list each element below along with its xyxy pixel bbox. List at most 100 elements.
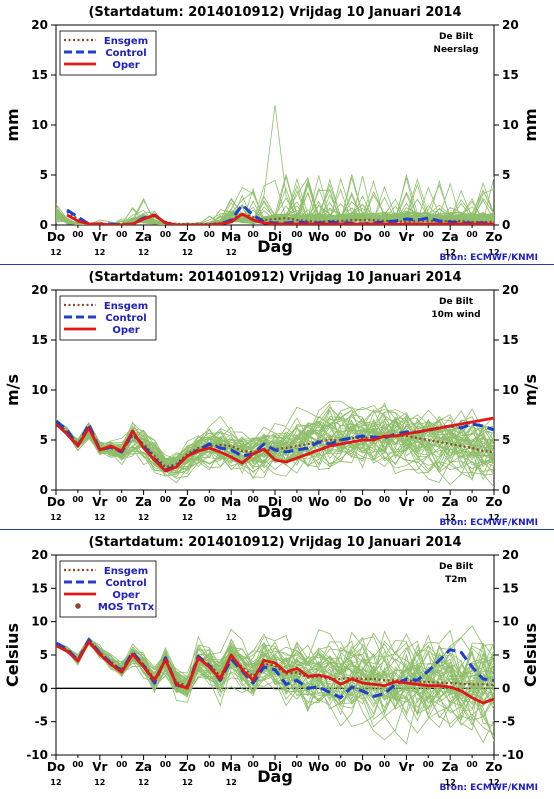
x-midnight-label: 00	[379, 495, 391, 504]
series-line-oper	[56, 640, 494, 705]
x-midnight-label: 00	[467, 230, 479, 239]
y-tick-label-right: 10	[502, 118, 519, 132]
x-day-label: Zo	[179, 760, 196, 774]
x-midnight-label: 00	[423, 495, 435, 504]
ensemble-group	[56, 400, 494, 488]
panel-wind: (Startdatum: 2014010912) Vrijdag 10 Janu…	[0, 265, 554, 530]
y-tick-label-left: 0	[40, 483, 48, 497]
ensemble-member-line	[56, 637, 494, 727]
x-day-label: Vr	[399, 495, 414, 509]
panel-temperature: (Startdatum: 2014010912) Vrijdag 10 Janu…	[0, 530, 554, 795]
chart-wind: (Startdatum: 2014010912) Vrijdag 10 Janu…	[3, 270, 540, 528]
y-tick-label-right: 0	[502, 483, 510, 497]
y-axis-label-right: mm	[521, 108, 540, 141]
x-axis-label: Dag	[257, 502, 293, 521]
x-midnight-label: 00	[116, 760, 128, 769]
x-day-label: Do	[47, 230, 65, 244]
ensemble-group	[56, 104, 494, 225]
x-midnight-label: 00	[423, 230, 435, 239]
ensemble-member-line	[56, 419, 494, 479]
x-midnight-label: 00	[379, 230, 391, 239]
y-tick-label-right: -5	[502, 715, 515, 729]
ensemble-member-line	[56, 423, 494, 481]
x-midnight-label: 00	[335, 495, 347, 504]
x-hour-label: 12	[182, 513, 193, 522]
x-day-label: Za	[442, 230, 459, 244]
x-day-label: Ma	[221, 230, 241, 244]
x-day-label: Vr	[399, 230, 414, 244]
y-tick-label-right: 15	[502, 333, 519, 347]
x-day-label: Di	[268, 230, 282, 244]
panel-separator	[0, 264, 554, 265]
legend-label: Oper	[112, 325, 139, 336]
x-day-label: Zo	[179, 495, 196, 509]
x-hour-label: 12	[488, 778, 499, 787]
y-tick-label-right: 15	[502, 581, 519, 595]
y-tick-label-right: 15	[502, 68, 519, 82]
y-tick-label-left: 10	[31, 118, 48, 132]
source-label: Bron: ECMWF/KNMI	[439, 783, 538, 793]
x-day-label: Za	[135, 495, 152, 509]
y-tick-label-left: 0	[40, 681, 48, 695]
legend-label: Control	[105, 48, 146, 59]
ensemble-member-line	[56, 104, 494, 225]
y-tick-label-left: 20	[31, 18, 48, 32]
ensemble-member-line	[56, 421, 494, 468]
x-day-label: Di	[268, 760, 282, 774]
y-tick-label-left: 15	[31, 68, 48, 82]
y-tick-label-left: 20	[31, 548, 48, 562]
y-tick-label-left: 5	[40, 433, 48, 447]
x-midnight-label: 00	[72, 760, 84, 769]
station-label: De Bilt	[439, 297, 474, 307]
x-midnight-label: 00	[467, 760, 479, 769]
x-day-label: Vr	[399, 760, 414, 774]
x-midnight-label: 00	[160, 230, 172, 239]
x-day-label: Do	[47, 760, 65, 774]
x-hour-label: 12	[182, 778, 193, 787]
x-day-label: Wo	[308, 760, 329, 774]
x-hour-label: 12	[226, 778, 237, 787]
y-axis-label-left: m/s	[3, 374, 22, 406]
y-tick-label-right: -10	[502, 748, 524, 762]
y-tick-label-left: -10	[26, 748, 48, 762]
y-tick-label-right: 0	[502, 681, 510, 695]
chart-neerslag: (Startdatum: 2014010912) Vrijdag 10 Janu…	[3, 5, 540, 263]
x-hour-label: 12	[138, 513, 149, 522]
y-tick-label-right: 20	[502, 283, 519, 297]
ensemble-member-line	[56, 639, 494, 707]
panel-separator	[0, 529, 554, 530]
y-axis-label-left: Celsius	[3, 623, 22, 687]
y-tick-label-right: 20	[502, 18, 519, 32]
legend-label: Oper	[112, 590, 139, 601]
legend-label: Control	[105, 313, 146, 324]
x-midnight-label: 00	[160, 760, 172, 769]
y-tick-label-right: 10	[502, 615, 519, 629]
x-hour-label: 12	[445, 248, 456, 257]
y-tick-label-right: 5	[502, 648, 510, 662]
x-day-label: Do	[353, 495, 371, 509]
series-line-oper	[56, 416, 494, 473]
x-hour-label: 12	[94, 778, 105, 787]
x-midnight-label: 00	[291, 760, 303, 769]
y-tick-label-right: 20	[502, 548, 519, 562]
chart-temperature: (Startdatum: 2014010912) Vrijdag 10 Janu…	[3, 535, 540, 793]
x-midnight-label: 00	[72, 495, 84, 504]
y-tick-label-right: 10	[502, 383, 519, 397]
x-midnight-label: 00	[72, 230, 84, 239]
source-label: Bron: ECMWF/KNMI	[439, 253, 538, 263]
x-midnight-label: 00	[248, 230, 260, 239]
x-midnight-label: 00	[204, 760, 216, 769]
x-day-label: Do	[353, 230, 371, 244]
y-tick-label-left: 5	[40, 168, 48, 182]
x-hour-label: 12	[445, 778, 456, 787]
x-day-label: Vr	[92, 760, 107, 774]
x-hour-label: 12	[488, 513, 499, 522]
x-midnight-label: 00	[467, 495, 479, 504]
x-hour-label: 12	[50, 248, 61, 257]
ensemble-member-line	[56, 638, 494, 745]
x-day-label: Zo	[179, 230, 196, 244]
series-line-oper	[66, 212, 494, 225]
ensemble-member-line	[56, 409, 494, 477]
y-tick-label-left: 10	[31, 615, 48, 629]
chart-title: (Startdatum: 2014010912) Vrijdag 10 Janu…	[88, 270, 461, 285]
